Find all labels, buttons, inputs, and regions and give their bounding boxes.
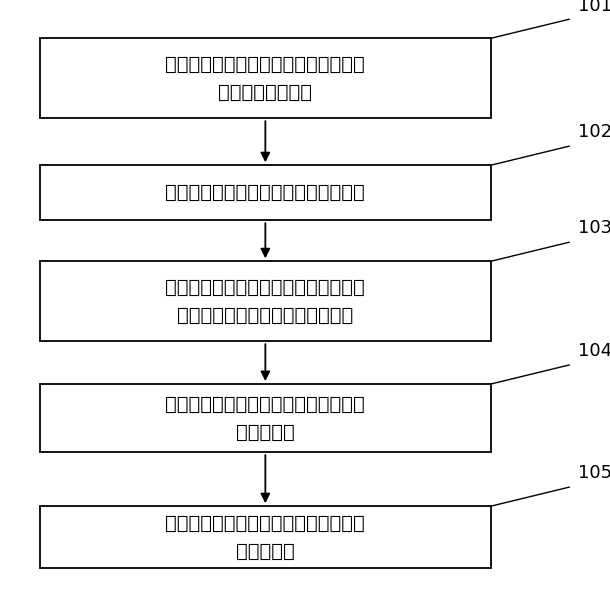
Bar — [40, 38, 491, 119]
Text: 102: 102 — [578, 123, 610, 141]
Text: 101: 101 — [578, 0, 610, 15]
Bar — [40, 384, 491, 452]
Text: 105: 105 — [578, 464, 610, 483]
Bar — [40, 165, 491, 220]
Text: 根据群时延向量计算分段线性调频信号
的分段瞬时频率函数和时域表达式: 根据群时延向量计算分段线性调频信号 的分段瞬时频率函数和时域表达式 — [165, 278, 365, 325]
Text: 103: 103 — [578, 219, 610, 237]
Text: 根据分段线性调频信号确定信号频谱和
匹配滤波器: 根据分段线性调频信号确定信号频谱和 匹配滤波器 — [165, 394, 365, 442]
Text: 对功率谱函数进行积分得到群时延向量: 对功率谱函数进行积分得到群时延向量 — [165, 183, 365, 202]
Bar — [40, 261, 491, 342]
Text: 根据峰值旁瓣比确定分段线性调频信号
的近似功率谱函数: 根据峰值旁瓣比确定分段线性调频信号 的近似功率谱函数 — [165, 55, 365, 102]
Bar — [40, 506, 491, 568]
Text: 104: 104 — [578, 342, 610, 361]
Text: 根据匹配滤波器对分段线性调频信号进
行脉冲压缩: 根据匹配滤波器对分段线性调频信号进 行脉冲压缩 — [165, 514, 365, 561]
